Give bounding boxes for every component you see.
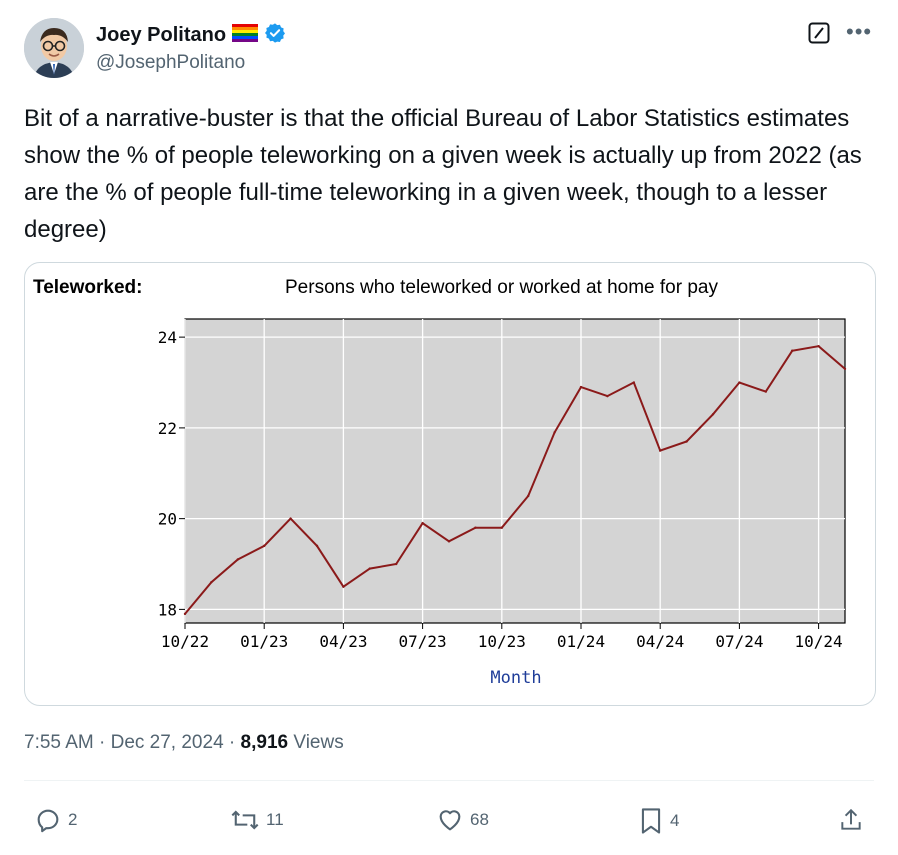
bookmark-button[interactable]: 4	[638, 806, 679, 836]
repost-count: 11	[266, 810, 284, 829]
grok-icon[interactable]	[808, 22, 830, 44]
x-tick-label: 10/24	[795, 632, 843, 651]
chart-left-label: Teleworked:	[33, 277, 143, 298]
y-tick-label: 20	[158, 510, 177, 529]
author-name-row: Joey Politano	[96, 22, 286, 49]
tweet-text: Bit of a narrative-buster is that the of…	[24, 105, 862, 243]
x-tick-label: 04/24	[636, 632, 684, 651]
views-count: 8,916	[240, 732, 289, 753]
bookmark-icon	[641, 808, 661, 834]
x-axis-label: Month	[490, 668, 541, 688]
repost-icon	[231, 810, 259, 830]
reply-icon	[37, 809, 59, 833]
y-tick-label: 22	[158, 419, 177, 438]
divider	[24, 780, 874, 781]
bookmark-count: 4	[670, 811, 680, 830]
tweet-time[interactable]: 7:55 AM	[24, 732, 94, 753]
more-options-icon[interactable]: •••	[846, 19, 873, 44]
x-tick-label: 07/24	[715, 632, 763, 651]
x-tick-label: 10/22	[161, 632, 209, 651]
y-tick-label: 24	[158, 328, 177, 347]
x-tick-label: 07/23	[399, 632, 447, 651]
chart-svg: 10/22 01/23 04/23 07/23 10/23 01/24 04/24 07/24…	[158, 318, 847, 688]
share-icon	[841, 808, 861, 830]
reply-count: 2	[68, 810, 78, 829]
like-button[interactable]: 68	[436, 806, 489, 834]
views-label: Views	[293, 732, 344, 753]
x-tick-label: 10/23	[478, 632, 526, 651]
author-name[interactable]: Joey Politano	[96, 24, 227, 46]
x-tick-label: 04/23	[319, 632, 367, 651]
share-button[interactable]	[838, 806, 864, 834]
like-count: 68	[470, 810, 489, 829]
tweet-media-chart[interactable]: 10/22 01/23 04/23 07/23 10/23 01/24 04/24 07/24…	[24, 262, 876, 706]
verified-badge-icon[interactable]	[264, 22, 286, 49]
repost-button[interactable]: 11	[230, 806, 284, 834]
avatar[interactable]	[24, 18, 84, 78]
author-handle[interactable]: @JosephPolitano	[96, 52, 246, 73]
x-tick-label: 01/23	[240, 632, 288, 651]
y-tick-label: 18	[158, 600, 177, 619]
plot-area	[184, 318, 846, 624]
rainbow-flag-icon	[232, 24, 259, 47]
tweet-meta: 7:55 AM · Dec 27, 2024 · 8,916 Views	[24, 732, 344, 753]
heart-icon	[439, 810, 461, 831]
x-tick-label: 01/24	[557, 632, 605, 651]
series-line-teleworked	[184, 345, 846, 615]
tweet-date[interactable]: Dec 27, 2024	[110, 732, 224, 753]
chart-title: Persons who teleworked or worked at home…	[285, 277, 718, 298]
avatar-image	[24, 18, 84, 78]
reply-button[interactable]: 2	[34, 806, 77, 834]
